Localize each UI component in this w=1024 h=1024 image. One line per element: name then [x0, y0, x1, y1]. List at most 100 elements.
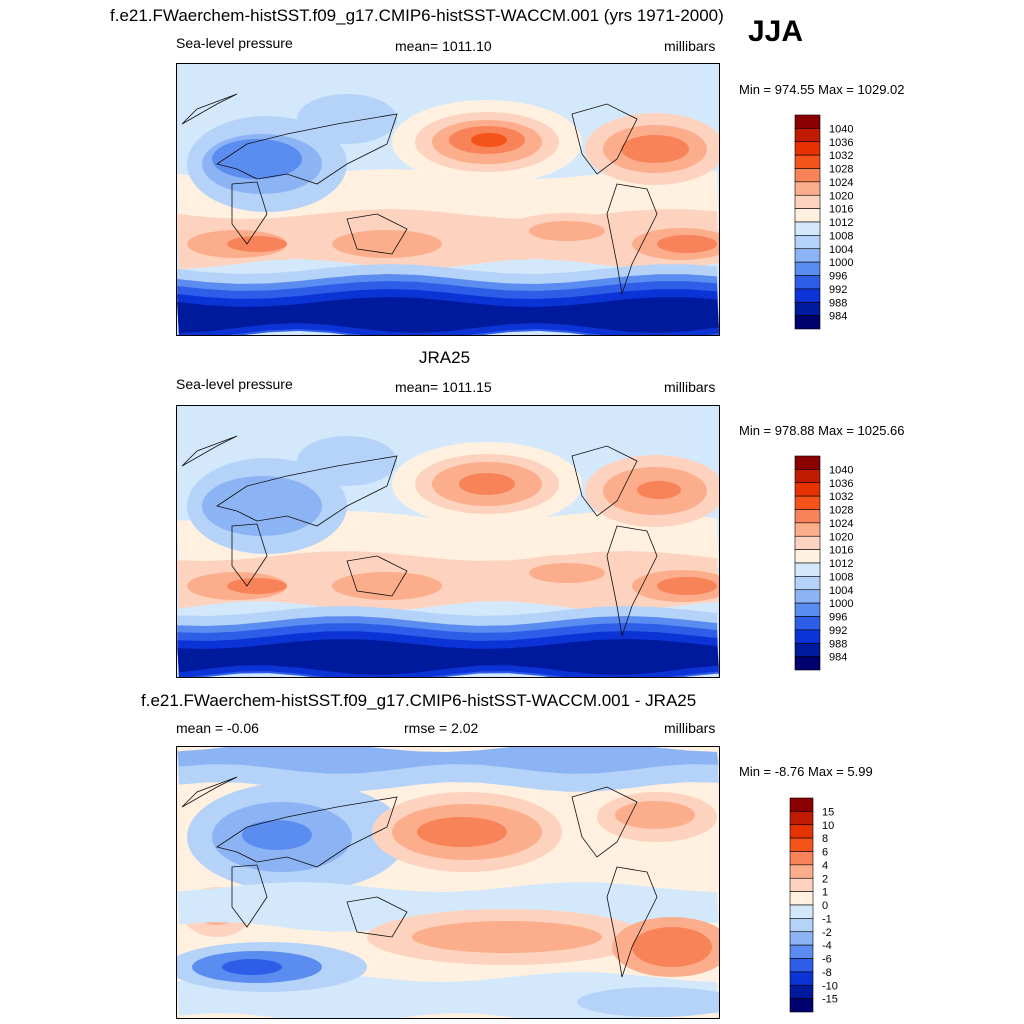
colorbar-level-label: 1012 [829, 558, 853, 570]
contour-band [177, 747, 719, 774]
coastline [216, 113, 398, 185]
coastline [571, 786, 638, 858]
panel-title-diff: f.e21.FWaerchem-histSST.f09_g17.CMIP6-hi… [141, 691, 697, 710]
contour-region [242, 820, 312, 850]
coastline [216, 455, 398, 527]
contour-region [637, 481, 681, 499]
colorbar-swatch [794, 141, 821, 156]
colorbar-swatch [789, 851, 814, 866]
colorbar-level-label: 1020 [829, 531, 853, 543]
colorbar-swatch [789, 891, 814, 906]
colorbar-swatch [789, 877, 814, 892]
colorbar-level-label: 4 [822, 860, 828, 872]
colorbar-level-label: 2 [822, 873, 828, 885]
colorbar-level-label: 996 [829, 612, 847, 624]
colorbar-swatch [794, 194, 821, 209]
contour-region [212, 139, 302, 179]
colorbar-level-label: -15 [822, 994, 838, 1006]
colorbar-level-label: 996 [829, 271, 847, 283]
colorbar-swatch [794, 181, 821, 196]
colorbar-level-label: 1012 [829, 217, 853, 229]
colorbar-swatch [794, 509, 821, 524]
coastline [231, 523, 268, 587]
contour-region [227, 236, 287, 252]
colorbar-swatch [794, 469, 821, 484]
colorbar-swatch [789, 931, 814, 946]
variable-label-model: Sea-level pressure [176, 35, 293, 51]
colorbar-level-label: 6 [822, 847, 828, 859]
colorbar-swatch [794, 114, 821, 129]
contour-region [222, 959, 282, 975]
colorbar-swatch [794, 535, 821, 550]
coastline [181, 435, 238, 467]
colorbar-swatch [789, 944, 814, 959]
colorbar-swatch [794, 629, 821, 644]
coastline [346, 896, 408, 938]
coastline [606, 183, 658, 295]
colorbar-swatch [794, 656, 821, 671]
rmse-label-diff: rmse = 2.02 [404, 720, 479, 736]
colorbar-swatch [789, 998, 814, 1013]
colorbar-level-label: 1040 [829, 464, 853, 476]
colorbar-swatch [794, 576, 821, 591]
panel-title-obs: JRA25 [419, 348, 471, 367]
colorbar-swatch [794, 128, 821, 143]
coastline [231, 864, 268, 928]
colorbar-level-label: 1032 [829, 491, 853, 503]
contour-region [202, 476, 322, 536]
colorbar-level-label: 1028 [829, 505, 853, 517]
contour-region [227, 578, 287, 594]
colorbar-swatch [794, 221, 821, 236]
colorbar-level-label: 1016 [829, 204, 853, 216]
colorbar-model: 1040 1036 1032 1028 1024 1020 1016 1012 1008 1004… [794, 114, 875, 331]
colorbar-swatch [794, 154, 821, 169]
contour-region [657, 235, 717, 253]
colorbar-level-label: 984 [829, 311, 847, 323]
contour-band [177, 639, 719, 675]
mean-label-diff: mean = -0.06 [176, 720, 259, 736]
mean-label-obs: mean= 1011.15 [395, 379, 492, 395]
panel-title-model: f.e21.FWaerchem-histSST.f09_g17.CMIP6-hi… [110, 6, 724, 25]
colorbar-swatch [794, 642, 821, 657]
colorbar-level-label: 1032 [829, 150, 853, 162]
colorbar-level-label: 992 [829, 625, 847, 637]
contour-region [529, 221, 605, 241]
colorbar-swatch [794, 589, 821, 604]
colorbar-swatch [789, 811, 814, 826]
colorbar-level-label: -4 [822, 940, 832, 952]
colorbar-level-label: 1 [822, 887, 828, 899]
colorbar-level-label: 0 [822, 900, 828, 912]
colorbar-level-label: 1020 [829, 190, 853, 202]
contour-region [412, 921, 602, 953]
colorbar-level-label: 992 [829, 284, 847, 296]
colorbar-level-label: 1024 [829, 518, 853, 530]
units-label-obs: millibars [664, 379, 716, 395]
colorbar-swatch [789, 864, 814, 879]
colorbar-swatch [794, 301, 821, 316]
contour-region [621, 135, 689, 163]
colorbar-level-label: -1 [822, 913, 832, 925]
colorbar-swatch [789, 824, 814, 839]
coastline [571, 445, 638, 517]
coastline [346, 555, 408, 597]
colorbar-level-label: 1040 [829, 123, 853, 135]
contour-region [632, 927, 712, 967]
colorbar-swatch [789, 971, 814, 986]
units-label-diff: millibars [664, 720, 716, 736]
colorbar-swatch [794, 288, 821, 303]
colorbar-swatch [794, 549, 821, 564]
contour-band [177, 297, 719, 333]
contour-region [577, 987, 719, 1017]
units-label-model: millibars [664, 38, 716, 54]
colorbar-level-label: 1004 [829, 585, 853, 597]
coastline [181, 93, 238, 125]
colorbar-level-label: 1028 [829, 164, 853, 176]
colorbar-swatch [794, 562, 821, 577]
colorbar-level-label: -6 [822, 954, 832, 966]
colorbar-level-label: 1036 [829, 137, 853, 149]
coastline [606, 525, 658, 637]
mean-label-model: mean= 1011.10 [395, 38, 492, 54]
colorbar-swatch [794, 208, 821, 223]
colorbar-level-label: 1016 [829, 545, 853, 557]
contour-region [471, 133, 507, 147]
